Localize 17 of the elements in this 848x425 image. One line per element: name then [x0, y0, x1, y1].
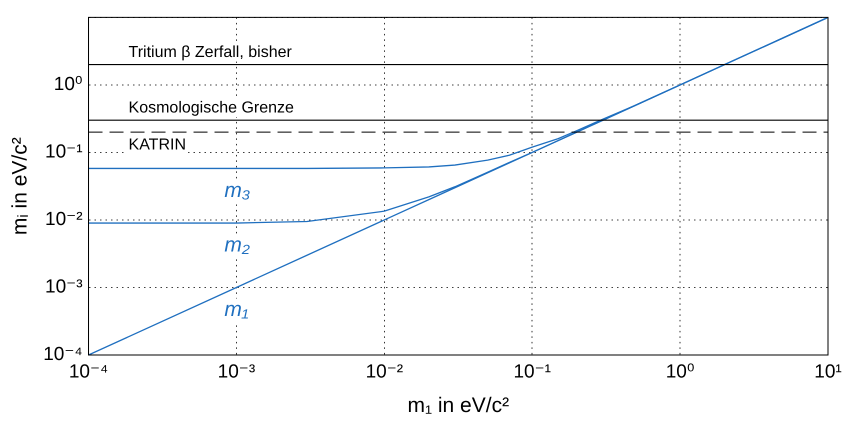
- x-tick-label: 10⁻³: [218, 362, 256, 383]
- y-axis-title: mᵢ in eV/c²: [8, 137, 32, 236]
- y-tick-label: 10⁻³: [45, 276, 83, 298]
- y-tick-label: 10⁻²: [45, 209, 83, 230]
- ref-line-label: KATRIN: [128, 136, 186, 154]
- x-tick-label: 10¹: [814, 362, 842, 383]
- x-tick-label: 10⁻¹: [513, 362, 551, 383]
- ref-line-label: Tritium β Zerfall, bisher: [128, 44, 293, 61]
- series-label: m₁: [224, 298, 249, 321]
- x-tick-label: 10⁰: [666, 362, 694, 383]
- ref-line-label: Kosmologische Grenze: [128, 100, 294, 117]
- series-label: m₂: [224, 233, 250, 256]
- x-axis-title: m₁ in eV/c²: [407, 394, 510, 418]
- y-tick-label: 10⁻¹: [45, 142, 83, 163]
- series-label: m₃: [224, 178, 250, 202]
- x-tick-label: 10⁻²: [366, 362, 404, 383]
- y-tick-label: 10⁰: [54, 74, 83, 96]
